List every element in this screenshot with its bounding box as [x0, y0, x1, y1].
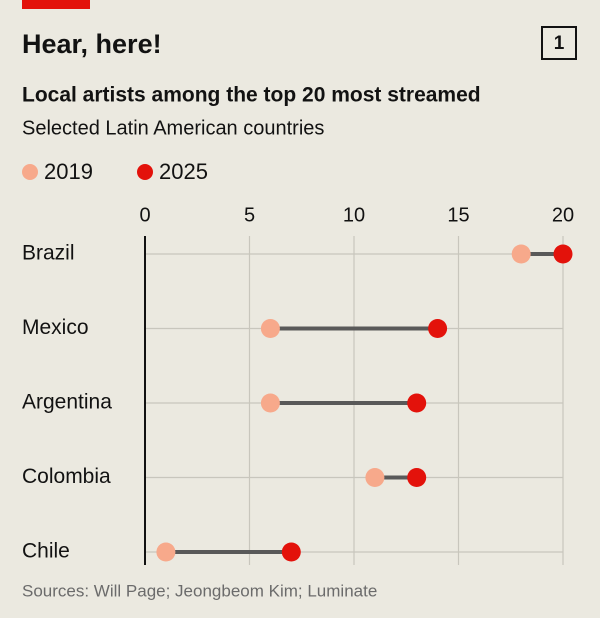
y-tick-label: Brazil [22, 242, 75, 265]
chart-subtitle: Local artists among the top 20 most stre… [22, 84, 481, 107]
x-tick-label: 15 [447, 204, 469, 226]
dot [511, 244, 531, 264]
x-tick-label: 20 [552, 204, 574, 226]
badge-box [541, 26, 577, 60]
badge: 1 [554, 33, 565, 54]
legend-label: 2019 [44, 159, 93, 184]
dot [260, 319, 280, 338]
chart-description: Selected Latin American countries [22, 117, 324, 139]
x-tick-label: 10 [343, 204, 365, 226]
dot [260, 393, 280, 413]
dot [281, 542, 301, 562]
chart-title: Hear, here! [22, 29, 162, 59]
brand-bar [22, 0, 90, 9]
y-tick-label: Argentina [22, 391, 112, 414]
x-tick-label: 5 [244, 204, 255, 226]
y-tick-label: Mexico [22, 316, 89, 339]
y-tick-label: Chile [22, 540, 70, 563]
legend-swatch [22, 164, 38, 180]
dot [365, 468, 385, 487]
y-tick-label: Colombia [22, 465, 111, 488]
x-tick-label: 0 [139, 204, 150, 226]
legend-swatch [137, 164, 153, 180]
source: Sources: Will Page; Jeongbeom Kim; Lumin… [22, 581, 377, 600]
legend-label: 2025 [159, 159, 208, 184]
dot [407, 468, 427, 487]
dot [553, 244, 573, 264]
dot [156, 542, 176, 562]
dot [407, 393, 427, 413]
dot [428, 319, 448, 338]
